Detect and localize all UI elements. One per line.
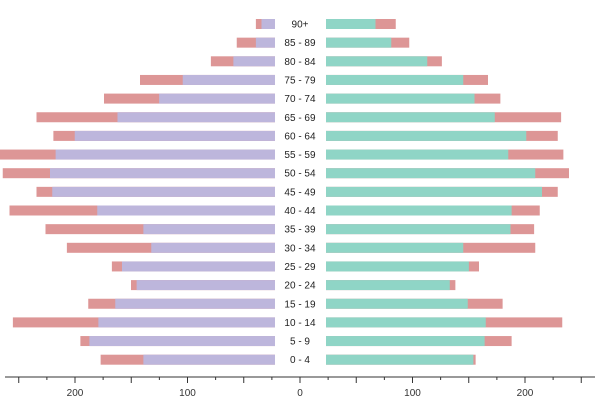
right-current-bar [326, 298, 468, 309]
age-group-label: 35 - 39 [284, 225, 316, 236]
left-current-bar [115, 298, 275, 309]
age-group-label: 80 - 84 [284, 57, 316, 68]
age-group-label: 55 - 59 [284, 150, 316, 161]
age-group-label: 0 - 4 [290, 355, 310, 366]
left-bars-group [0, 19, 275, 365]
age-group-label: 10 - 14 [284, 318, 316, 329]
right-current-bar [326, 280, 450, 291]
left-current-bar [143, 224, 275, 235]
left-current-bar [50, 168, 275, 179]
left-current-bar [255, 37, 275, 48]
age-group-label: 5 - 9 [290, 337, 310, 348]
right-current-bar [326, 19, 376, 29]
right-current-bar [326, 336, 485, 347]
left-current-bar [233, 56, 275, 67]
age-group-label: 40 - 44 [284, 206, 316, 217]
left-current-bar [55, 149, 275, 160]
left-current-bar [98, 317, 275, 328]
x-tick-label: 200 [517, 388, 534, 399]
x-tick-label: 100 [179, 388, 196, 399]
right-current-bar [326, 74, 464, 85]
left-current-bar [74, 130, 275, 141]
right-current-bar [326, 56, 428, 67]
age-group-label: 25 - 29 [284, 262, 316, 273]
right-current-bar [326, 205, 512, 216]
age-group-label: 50 - 54 [284, 169, 316, 180]
right-current-bar [326, 317, 486, 328]
right-current-bar [326, 242, 464, 253]
age-group-label: 70 - 74 [284, 94, 316, 105]
left-current-bar [182, 74, 275, 85]
left-current-bar [97, 205, 275, 216]
left-current-bar [143, 354, 275, 365]
x-tick-label: 200 [67, 388, 84, 399]
age-group-label: 90+ [292, 20, 309, 31]
right-current-bar [326, 130, 527, 141]
age-group-label: 60 - 64 [284, 131, 316, 142]
age-group-label: 75 - 79 [284, 75, 316, 86]
left-current-bar [89, 336, 275, 347]
right-current-bar [326, 37, 392, 48]
age-group-label: 45 - 49 [284, 187, 316, 198]
left-current-bar [151, 242, 275, 253]
age-group-labels: 90+ 85 - 89 80 - 84 75 - 79 70 - 74 65 - 69 60… [284, 20, 316, 367]
age-group-label: 30 - 34 [284, 243, 316, 254]
right-current-bar [326, 168, 536, 179]
right-current-bar [326, 224, 511, 235]
left-current-bar [261, 19, 275, 29]
left-current-bar [122, 261, 275, 272]
age-group-label: 15 - 19 [284, 299, 316, 310]
age-group-label: 85 - 89 [284, 38, 316, 49]
right-current-bar [326, 93, 475, 104]
x-axis: 200 100 0 100 200 [5, 376, 595, 399]
age-group-label: 65 - 69 [284, 113, 316, 124]
right-bars-group [326, 19, 569, 365]
right-current-bar [326, 261, 469, 272]
x-tick-label: 0 [297, 388, 303, 399]
right-current-bar [326, 354, 474, 365]
left-current-bar [117, 112, 275, 123]
x-tick-label: 100 [404, 388, 421, 399]
right-current-bar [326, 112, 495, 123]
age-group-label: 20 - 24 [284, 281, 316, 292]
left-current-bar [159, 93, 275, 104]
left-current-bar [52, 186, 275, 197]
right-current-bar [326, 149, 509, 160]
right-current-bar [326, 186, 542, 197]
left-current-bar [136, 280, 275, 291]
